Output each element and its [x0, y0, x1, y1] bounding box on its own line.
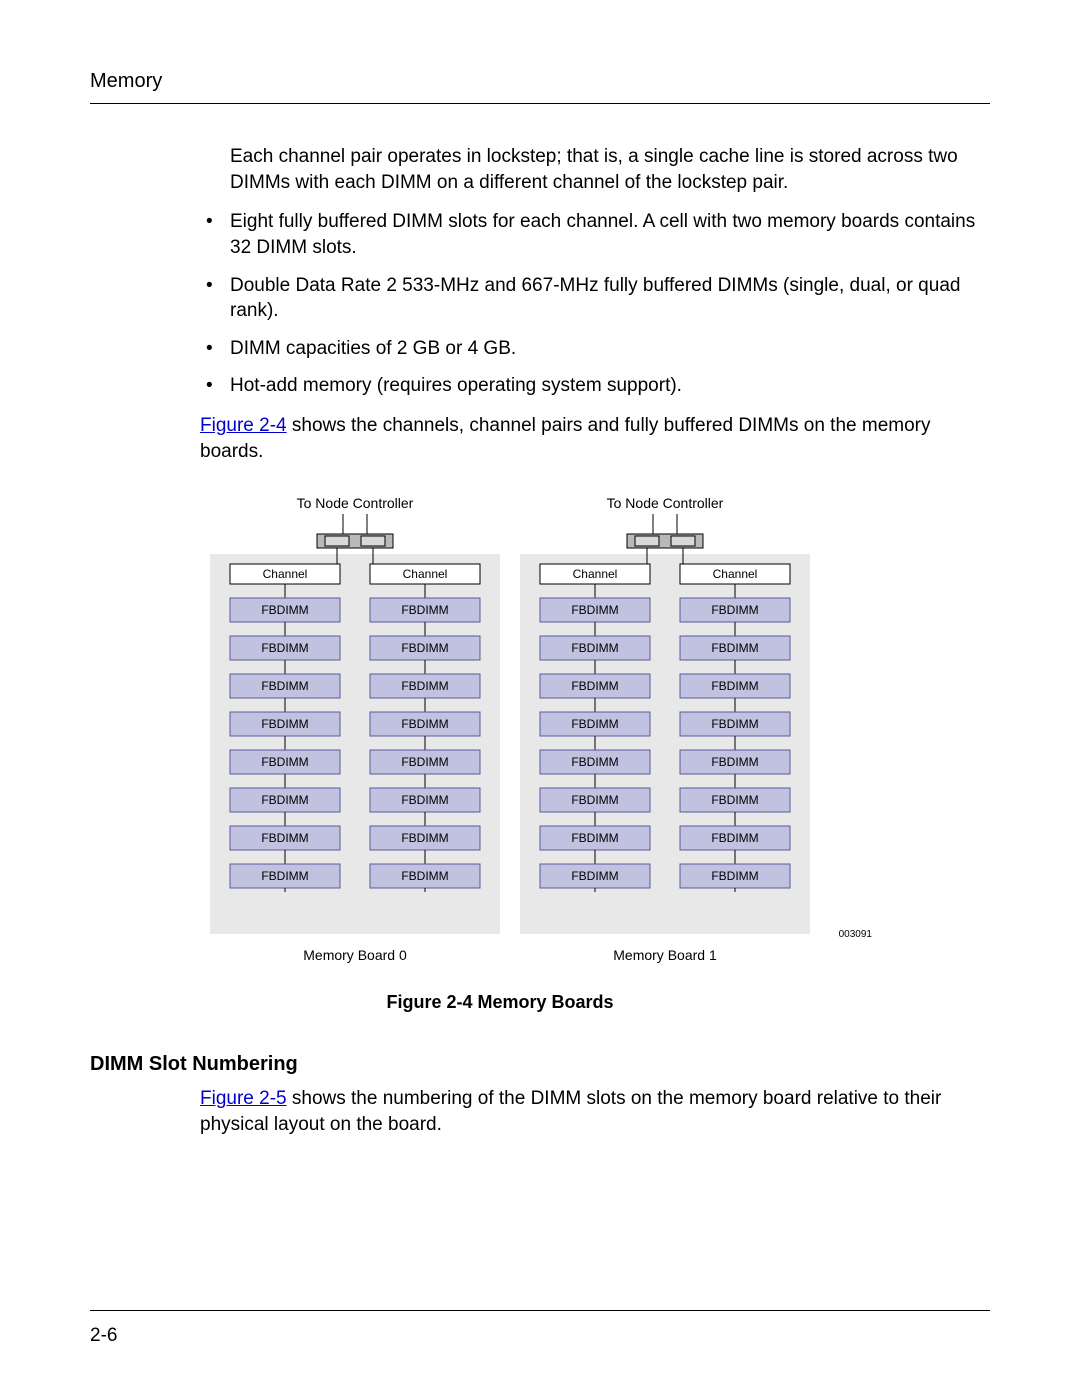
figure-reference-2: Figure 2-5 shows the numbering of the DI… [200, 1086, 980, 1137]
page: Memory Each channel pair operates in loc… [0, 0, 1080, 1192]
svg-text:To Node Controller: To Node Controller [607, 495, 724, 511]
page-header-title: Memory [90, 70, 990, 93]
svg-text:FBDIMM: FBDIMM [571, 831, 618, 845]
figure-2-5-link[interactable]: Figure 2-5 [200, 1088, 287, 1109]
svg-text:FBDIMM: FBDIMM [401, 641, 448, 655]
svg-text:FBDIMM: FBDIMM [401, 717, 448, 731]
svg-text:FBDIMM: FBDIMM [261, 755, 308, 769]
page-footer: 2-6 [90, 1310, 990, 1347]
intro-paragraph: Each channel pair operates in lockstep; … [230, 144, 980, 195]
svg-text:FBDIMM: FBDIMM [401, 755, 448, 769]
svg-text:FBDIMM: FBDIMM [571, 717, 618, 731]
section2-body: Figure 2-5 shows the numbering of the DI… [200, 1086, 980, 1137]
svg-text:FBDIMM: FBDIMM [711, 679, 758, 693]
svg-text:FBDIMM: FBDIMM [261, 869, 308, 883]
figure-number: 003091 [839, 929, 872, 940]
intro-block: Each channel pair operates in lockstep; … [230, 144, 980, 195]
svg-text:Channel: Channel [263, 567, 308, 581]
figure-ref-text: shows the channels, channel pairs and fu… [200, 415, 930, 462]
svg-text:To Node Controller: To Node Controller [297, 495, 414, 511]
svg-text:FBDIMM: FBDIMM [401, 679, 448, 693]
figure-2-4: To Node Controller Channel FBDIMM FBDIMM FBD… [200, 494, 830, 974]
svg-text:FBDIMM: FBDIMM [401, 603, 448, 617]
svg-text:Memory Board 1: Memory Board 1 [613, 947, 717, 963]
svg-text:FBDIMM: FBDIMM [261, 717, 308, 731]
svg-text:Channel: Channel [573, 567, 618, 581]
feature-list: Eight fully buffered DIMM slots for each… [200, 209, 980, 399]
svg-text:FBDIMM: FBDIMM [401, 869, 448, 883]
page-number: 2-6 [90, 1325, 990, 1347]
svg-text:FBDIMM: FBDIMM [571, 869, 618, 883]
svg-text:FBDIMM: FBDIMM [401, 831, 448, 845]
svg-text:FBDIMM: FBDIMM [571, 793, 618, 807]
bullet-item: DIMM capacities of 2 GB or 4 GB. [200, 336, 980, 362]
svg-text:FBDIMM: FBDIMM [571, 679, 618, 693]
svg-text:Memory Board 0: Memory Board 0 [303, 947, 407, 963]
svg-text:FBDIMM: FBDIMM [711, 603, 758, 617]
bullet-item: Eight fully buffered DIMM slots for each… [200, 209, 980, 260]
header-rule [90, 103, 990, 104]
memory-boards-diagram: To Node Controller Channel FBDIMM FBDIMM FBD… [200, 494, 830, 974]
figure-ref-2-text: shows the numbering of the DIMM slots on… [200, 1088, 941, 1135]
svg-text:FBDIMM: FBDIMM [261, 679, 308, 693]
content-block: Eight fully buffered DIMM slots for each… [200, 209, 980, 464]
svg-text:FBDIMM: FBDIMM [261, 641, 308, 655]
svg-text:FBDIMM: FBDIMM [261, 793, 308, 807]
svg-text:Channel: Channel [713, 567, 758, 581]
svg-text:FBDIMM: FBDIMM [571, 641, 618, 655]
footer-rule [90, 1310, 990, 1311]
svg-text:FBDIMM: FBDIMM [711, 831, 758, 845]
svg-text:Channel: Channel [403, 567, 448, 581]
svg-text:FBDIMM: FBDIMM [711, 869, 758, 883]
svg-text:FBDIMM: FBDIMM [571, 603, 618, 617]
bullet-item: Hot-add memory (requires operating syste… [200, 373, 980, 399]
svg-text:FBDIMM: FBDIMM [571, 755, 618, 769]
figure-caption: Figure 2-4 Memory Boards [90, 992, 910, 1013]
svg-text:FBDIMM: FBDIMM [711, 755, 758, 769]
svg-text:FBDIMM: FBDIMM [261, 831, 308, 845]
svg-text:FBDIMM: FBDIMM [401, 793, 448, 807]
figure-reference-1: Figure 2-4 shows the channels, channel p… [200, 413, 980, 464]
figure-2-4-link[interactable]: Figure 2-4 [200, 415, 287, 436]
section-dimm-slot-numbering: DIMM Slot Numbering [90, 1053, 990, 1076]
svg-text:FBDIMM: FBDIMM [711, 717, 758, 731]
svg-text:FBDIMM: FBDIMM [711, 641, 758, 655]
svg-text:FBDIMM: FBDIMM [711, 793, 758, 807]
svg-text:FBDIMM: FBDIMM [261, 603, 308, 617]
bullet-item: Double Data Rate 2 533-MHz and 667-MHz f… [200, 273, 980, 324]
